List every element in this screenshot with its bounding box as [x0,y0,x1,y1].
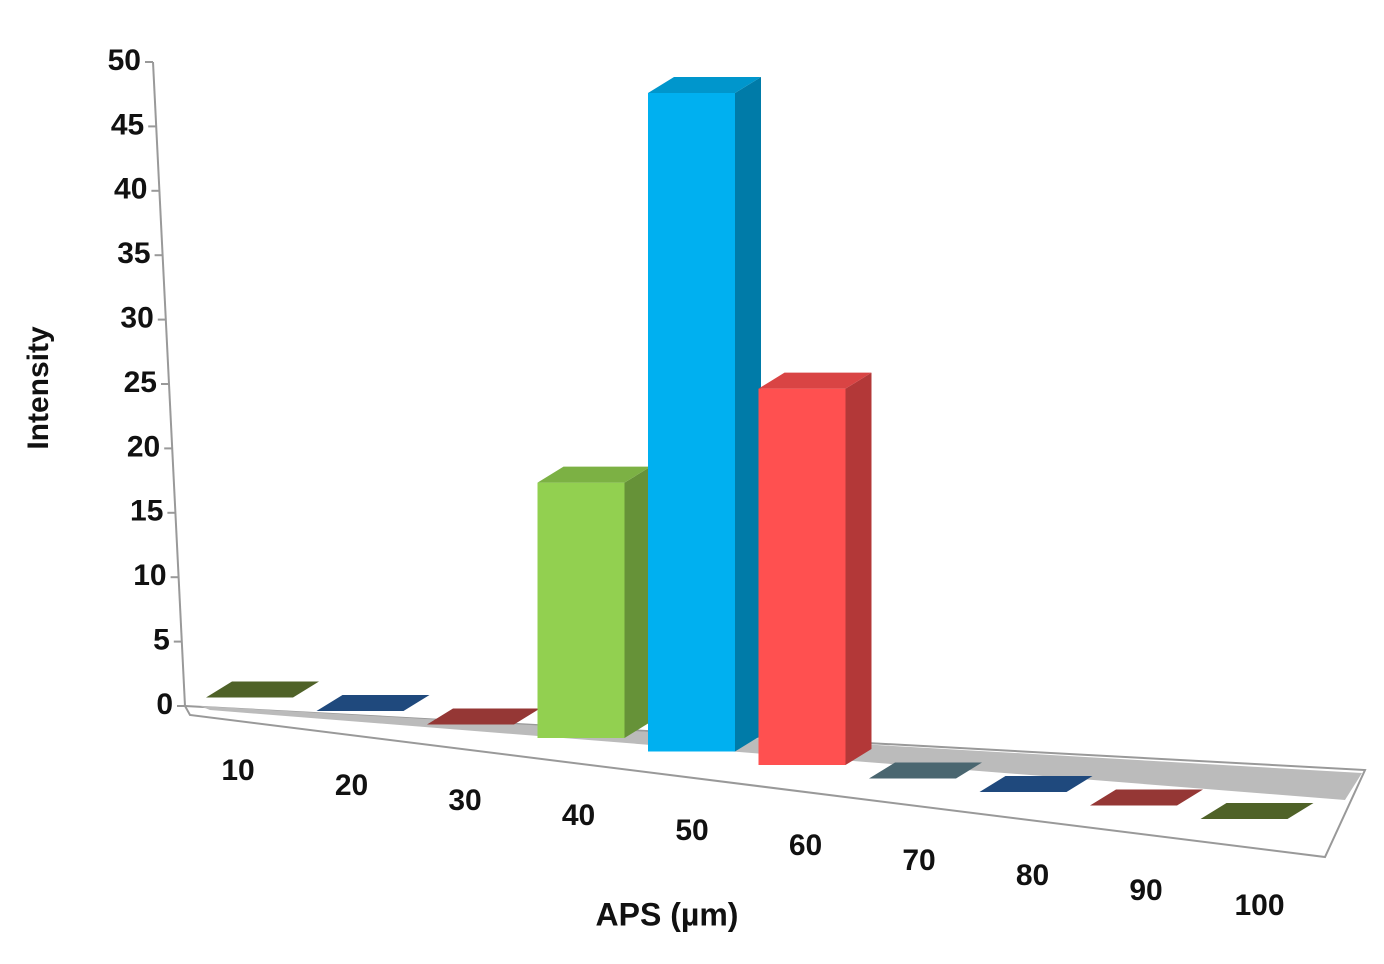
bar-face [735,76,761,752]
y-tick-label: 35 [117,237,150,270]
bar [537,466,651,738]
x-tick-label: 90 [1129,874,1162,907]
bar [427,708,540,725]
bar-face [648,92,735,752]
y-tick-label: 50 [108,44,141,77]
y-tick-label: 0 [156,688,173,721]
y-tick-label: 30 [120,302,153,335]
x-tick-label: 60 [789,829,822,862]
y-tick-label: 20 [127,430,160,463]
y-tick-label: 5 [153,624,170,657]
x-tick-label: 10 [221,754,254,787]
bar-face [758,372,872,389]
y-tick-label: 10 [133,559,166,592]
bar-face [206,681,319,698]
bar [1200,803,1314,819]
y-tick-label: 15 [130,495,163,528]
bar [1090,789,1203,806]
bar [869,762,982,779]
bar-face [1090,789,1203,806]
x-tick-label: 100 [1234,889,1284,922]
y-tick-label: 40 [114,173,147,206]
bar-face [845,372,872,765]
bar-face [537,482,625,738]
x-tick-label: 70 [902,844,935,877]
x-tick-label: 80 [1016,859,1049,892]
bar [206,681,319,698]
bar-face [979,776,1093,792]
y-tick-label: 45 [111,108,144,141]
bar-face [537,466,651,483]
bar [648,76,761,752]
bar-face [624,466,651,738]
bar [316,695,430,711]
y-axis-title: Intensity [22,326,55,450]
bar [758,372,872,765]
bar-face [758,388,846,765]
bar-face [1200,803,1314,819]
floor [183,704,1367,859]
bar [979,776,1093,792]
x-tick-label: 30 [448,784,481,817]
bar-face [648,76,761,93]
x-tick-label: 50 [675,814,708,847]
x-tick-label: 40 [562,799,595,832]
x-axis-title: APS (µm) [596,896,739,932]
bar-face [427,708,540,725]
x-tick-label: 20 [335,769,368,802]
bar-face [869,762,982,779]
y-tick-label: 25 [124,366,157,399]
bar-face [316,695,430,711]
